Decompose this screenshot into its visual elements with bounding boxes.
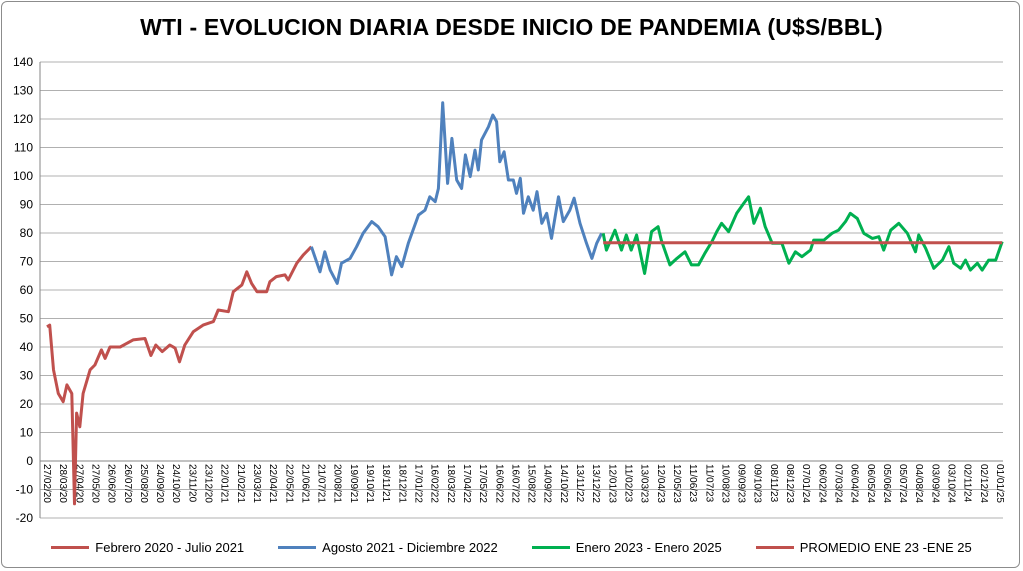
x-tick-label: 01/01/25 (994, 464, 1005, 503)
y-tick-label: 90 (20, 198, 34, 212)
x-tick-label: 13/03/23 (639, 464, 650, 503)
x-tick-label: 17/05/22 (477, 464, 488, 503)
legend-label: Febrero 2020 - Julio 2021 (95, 540, 245, 555)
x-tick-label: 10/08/23 (719, 464, 730, 503)
x-tick-label: 25/08/20 (138, 464, 149, 503)
legend-swatch (278, 546, 317, 549)
x-tick-label: 21/07/21 (316, 464, 327, 503)
y-tick-label: 130 (13, 84, 33, 98)
x-tick-label: 14/09/22 (542, 464, 553, 503)
y-tick-label: 60 (20, 283, 34, 297)
x-tick-label: 05/07/24 (897, 464, 908, 503)
x-tick-label: 07/03/24 (832, 464, 843, 503)
x-tick-label: 23/03/21 (251, 464, 262, 503)
y-tick-label: 10 (20, 426, 34, 440)
x-tick-label: 13/12/22 (590, 464, 601, 503)
x-tick-label: 07/01/24 (800, 464, 811, 503)
x-tick-label: 18/11/21 (380, 464, 391, 503)
legend-swatch (531, 546, 570, 549)
x-tick-label: 27/04/20 (73, 464, 84, 503)
x-tick-label: 22/05/21 (283, 464, 294, 503)
y-tick-label: 80 (20, 226, 34, 240)
x-tick-label: 02/11/24 (962, 464, 973, 503)
y-tick-label: 140 (13, 55, 33, 69)
x-tick-label: 21/02/21 (235, 464, 246, 503)
x-tick-label: 09/10/23 (752, 464, 763, 503)
x-tick-label: 24/10/20 (170, 464, 181, 503)
x-tick-label: 16/07/22 (509, 464, 520, 503)
legend-item: Agosto 2021 - Diciembre 2022 (278, 540, 498, 555)
x-tick-label: 19/09/21 (348, 464, 359, 503)
y-tick-label: -20 (16, 511, 34, 525)
x-tick-label: 11/02/23 (622, 464, 633, 503)
x-tick-label: 12/04/23 (655, 464, 666, 503)
x-tick-label: 17/04/22 (461, 464, 472, 503)
y-tick-label: 30 (20, 369, 34, 383)
legend-label: PROMEDIO ENE 23 -ENE 25 (799, 540, 972, 555)
x-tick-label: 03/09/24 (929, 464, 940, 503)
x-tick-label: 03/10/24 (946, 464, 957, 503)
y-tick-label: 110 (14, 141, 33, 155)
x-tick-label: 27/02/20 (41, 464, 52, 503)
x-tick-label: 12/05/23 (671, 464, 682, 503)
legend-swatch (755, 546, 794, 549)
x-tick-label: 23/11/20 (186, 464, 197, 503)
x-tick-label: 11/07/23 (703, 464, 714, 503)
x-tick-label: 08/12/23 (784, 464, 795, 503)
chart-title: WTI - EVOLUCION DIARIA DESDE INICIO DE P… (140, 14, 883, 40)
x-tick-label: 22/01/21 (219, 464, 230, 503)
legend: Febrero 2020 - Julio 2021 Agosto 2021 - D… (0, 540, 1023, 555)
x-tick-label: 26/07/20 (122, 464, 133, 503)
x-tick-label: 13/11/22 (574, 464, 585, 503)
x-tick-label: 11/06/23 (687, 464, 698, 503)
x-tick-label: 17/01/22 (413, 464, 424, 503)
x-tick-label: 14/10/22 (558, 464, 569, 503)
x-tick-label: 20/08/21 (332, 464, 343, 503)
x-tick-label: 18/12/21 (396, 464, 407, 503)
x-tick-label: 19/10/21 (364, 464, 375, 503)
x-tick-label: 21/06/21 (299, 464, 310, 503)
x-tick-label: 16/02/22 (429, 464, 440, 503)
x-tick-label: 06/05/24 (865, 464, 876, 503)
x-tick-label: 06/04/24 (849, 464, 860, 503)
legend-label: Agosto 2021 - Diciembre 2022 (322, 540, 498, 555)
legend-item: PROMEDIO ENE 23 -ENE 25 (755, 540, 972, 555)
x-tick-label: 28/03/20 (57, 464, 68, 503)
y-tick-label: 20 (20, 397, 34, 411)
x-tick-label: 15/08/22 (526, 464, 537, 503)
legend-swatch (51, 546, 90, 549)
x-tick-label: 24/09/20 (154, 464, 165, 503)
x-tick-label: 04/08/24 (913, 464, 924, 503)
x-tick-label: 05/06/24 (881, 464, 892, 503)
x-tick-label: 16/06/22 (493, 464, 504, 503)
series-line-2 (601, 195, 1004, 275)
x-tick-label: 22/04/21 (267, 464, 278, 503)
x-tick-label: 23/12/20 (203, 464, 214, 503)
y-tick-label: 40 (20, 340, 34, 354)
x-tick-label: 08/11/23 (768, 464, 779, 503)
legend-item: Febrero 2020 - Julio 2021 (51, 540, 244, 555)
y-tick-label: 0 (26, 454, 33, 468)
y-tick-label: 50 (20, 312, 34, 326)
x-tick-label: 02/12/24 (978, 464, 989, 503)
y-tick-label: -10 (16, 483, 34, 497)
x-tick-label: 09/09/23 (736, 464, 747, 503)
x-tick-label: 06/02/24 (816, 464, 827, 503)
x-tick-label: 12/01/23 (606, 464, 617, 503)
x-tick-label: 26/06/20 (106, 464, 117, 503)
x-tick-label: 27/05/20 (89, 464, 100, 503)
y-tick-label: 120 (13, 112, 33, 126)
x-tick-label: 18/03/22 (445, 464, 456, 503)
y-tick-label: 100 (13, 169, 33, 183)
y-tick-label: 70 (20, 255, 34, 269)
series-line-1 (309, 101, 603, 285)
series-line-0 (46, 245, 313, 506)
legend-label: Enero 2023 - Enero 2025 (575, 540, 722, 555)
legend-item: Enero 2023 - Enero 2025 (531, 540, 722, 555)
